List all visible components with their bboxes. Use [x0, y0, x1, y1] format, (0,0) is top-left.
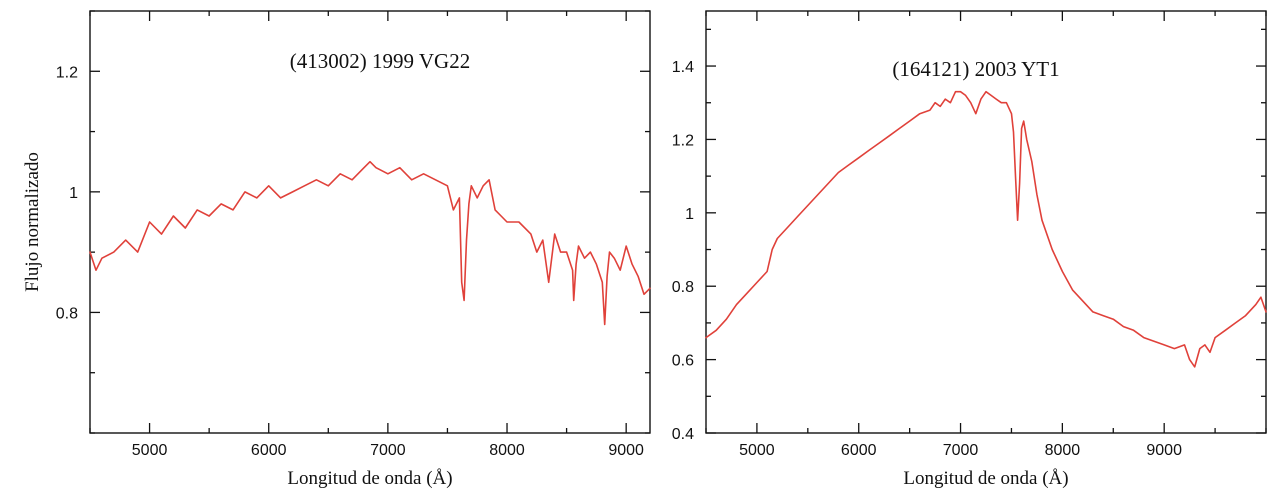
plot-frame — [89, 10, 651, 434]
y-tick-label: 1.2 — [672, 132, 694, 149]
x-tick-label: 6000 — [841, 442, 877, 459]
chart-title: (164121) 2003 YT1 — [892, 57, 1059, 81]
x-tick-label: 7000 — [370, 442, 406, 459]
y-tick-label: 1.4 — [672, 59, 694, 76]
x-tick-label: 9000 — [608, 442, 644, 459]
y-tick-label: 0.4 — [672, 426, 694, 443]
x-tick-label: 6000 — [251, 442, 287, 459]
chart-title: (413002) 1999 VG22 — [290, 49, 470, 73]
y-tick-label: 0.8 — [672, 279, 694, 296]
chart-panel-left: 5000 6000 7000 8000 9000 0.8 1 1.2 (413002) 1999… — [22, 10, 651, 489]
y-tick-label: 1.2 — [56, 64, 78, 81]
chart-panel-right: 5000 6000 7000 8000 9000 0.4 0.6 0.8 1 1.2 1.4 (164… — [672, 10, 1267, 489]
y-tick-label: 0.8 — [56, 305, 78, 322]
y-tick-label: 1 — [69, 185, 78, 202]
plot-frame — [705, 10, 1267, 434]
spectrum-line — [89, 160, 651, 326]
y-tick-label: 1 — [685, 206, 694, 223]
x-tick-label: 8000 — [1045, 442, 1081, 459]
x-tick-label: 5000 — [739, 442, 775, 459]
y-tick-label: 0.6 — [672, 353, 694, 370]
spectrum-line — [705, 90, 1267, 368]
y-axis-label: Flujo normalizado — [22, 152, 43, 292]
x-tick-label: 9000 — [1146, 442, 1182, 459]
x-tick-label: 7000 — [943, 442, 979, 459]
x-tick-label: 5000 — [132, 442, 168, 459]
x-axis-label: Longitud de onda (Å) — [903, 468, 1068, 489]
x-tick-label: 8000 — [489, 442, 525, 459]
x-axis-label: Longitud de onda (Å) — [287, 468, 452, 489]
